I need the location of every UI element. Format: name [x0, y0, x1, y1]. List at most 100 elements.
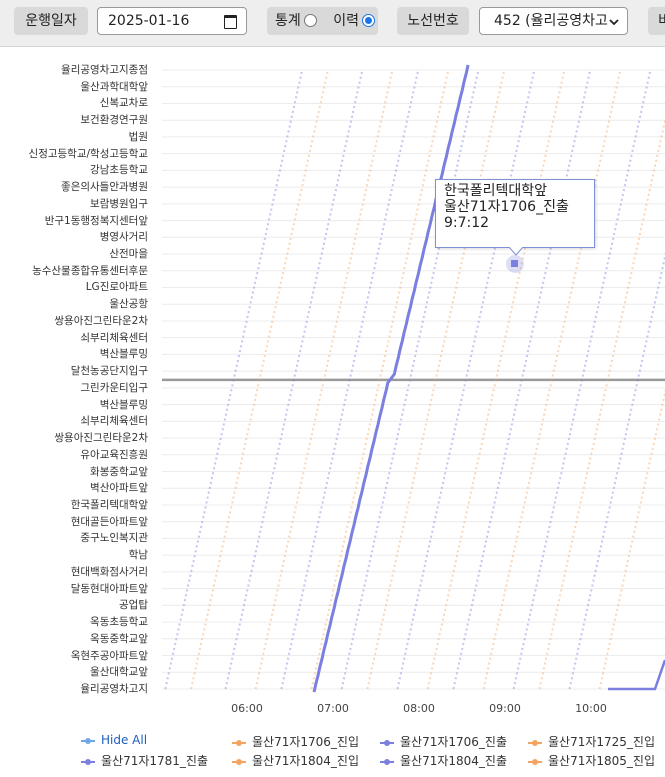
- date-input[interactable]: 2025-01-16: [97, 7, 247, 35]
- legend-label: 울산71자1781_진출: [101, 754, 209, 768]
- legend-swatch: [528, 739, 542, 746]
- history-radio[interactable]: [361, 13, 375, 27]
- background-trip-line: [280, 69, 420, 690]
- route-label: 노선번호: [397, 7, 469, 35]
- y-tick-label: 쌍용아진그린타운2차: [54, 432, 148, 445]
- legend-swatch: [81, 758, 95, 765]
- y-tick-label: 벽산아파트앞: [90, 482, 148, 495]
- tooltip-stop: 한국폴리텍대학앞: [444, 183, 548, 199]
- y-tick-label: 옥동초등학교: [90, 616, 148, 629]
- background-trips: [164, 69, 665, 690]
- y-tick-label: 강남초등학교: [90, 164, 148, 177]
- legend-label: 울산71자1706_진입: [252, 735, 360, 749]
- background-trip-line: [254, 69, 394, 690]
- legend-item[interactable]: 울산71자1706_진입: [232, 733, 359, 750]
- y-tick-label: 중구노인복지관: [80, 532, 148, 545]
- y-tick-label: 화봉중학교앞: [90, 465, 148, 478]
- background-trip-line: [512, 69, 652, 690]
- y-tick-label: 보건환경연구원: [80, 114, 148, 127]
- y-tick-label: 법원: [128, 130, 148, 143]
- y-tick-label: 현대백화점사거리: [70, 565, 148, 578]
- stat-radio[interactable]: [303, 13, 317, 27]
- legend-swatch: [232, 739, 246, 746]
- y-tick-label: 학남: [128, 549, 148, 562]
- stat-label: 통계: [275, 13, 301, 29]
- legend-swatch: [232, 758, 246, 765]
- y-tick-label: 벽산블루밍: [99, 398, 148, 411]
- x-tick-label: 08:00: [403, 702, 435, 715]
- y-tick-label: 울산공항: [109, 298, 148, 311]
- extra-button[interactable]: 비: [648, 7, 665, 35]
- legend-item[interactable]: 울산71자1805_진입: [528, 752, 655, 769]
- y-tick-label: LG진로아파트: [85, 281, 148, 294]
- y-tick-label: 현대골든아파트앞: [70, 515, 148, 528]
- legend-label: 울산71자1706_진출: [400, 735, 508, 749]
- legend-label: 울산71자1725_진입: [548, 735, 656, 749]
- background-trip-line: [568, 252, 665, 690]
- legend-label: 울산71자1804_진출: [400, 754, 508, 768]
- y-tick-label: 옥현주공아파트앞: [70, 649, 148, 662]
- y-tick-label: 농수산물종합유통센터후문: [32, 264, 148, 277]
- background-trip-line: [310, 69, 450, 690]
- y-tick-label: 그린카운티입구: [80, 381, 148, 394]
- background-trip-line: [396, 69, 536, 690]
- date-value: 2025-01-16: [108, 13, 190, 29]
- background-trip-line: [538, 116, 665, 690]
- legend-hide-all-label: Hide All: [101, 733, 148, 747]
- y-tick-label: 쇠부리체육센터: [80, 415, 148, 428]
- grid-lines: [162, 69, 665, 690]
- x-tick-label: 09:00: [489, 702, 521, 715]
- background-trip-line: [366, 69, 506, 690]
- y-tick-label: 병영사거리: [99, 231, 148, 244]
- legend-swatch: [380, 739, 394, 746]
- legend-item[interactable]: 울산71자1706_진출: [380, 733, 507, 750]
- y-tick-label: 신복교차로: [99, 97, 148, 110]
- legend-item[interactable]: 울산71자1781_진출: [81, 752, 208, 769]
- legend-item[interactable]: 울산71자1725_진입: [528, 733, 655, 750]
- tooltip-pointer: [509, 247, 523, 256]
- y-tick-label: 신정고등학교/학성고등학교: [28, 147, 148, 160]
- legend-label: 울산71자1804_진입: [252, 754, 360, 768]
- chevron-down-icon: [609, 19, 619, 26]
- highlighted-trip: [312, 64, 665, 693]
- y-tick-label: 공업탑: [119, 599, 148, 612]
- y-tick-label: 울산대학교앞: [90, 666, 148, 679]
- y-tick-label: 유아교육진흥원: [80, 448, 148, 461]
- x-tick-label: 06:00: [231, 702, 263, 715]
- calendar-icon[interactable]: [224, 15, 237, 29]
- legend-item[interactable]: 울산71자1804_진입: [232, 752, 359, 769]
- y-tick-label: 옥동중학교앞: [90, 632, 148, 645]
- y-tick-label: 달동현대아파트앞: [70, 582, 148, 595]
- background-trip-line: [482, 69, 622, 690]
- y-tick-label: 율리공영차고지종점: [61, 64, 148, 76]
- hover-marker: [506, 255, 524, 273]
- x-tick-label: 07:00: [317, 702, 349, 715]
- y-tick-label: 반구1동행정복지센터앞: [44, 214, 148, 227]
- chart-tooltip: 한국폴리텍대학앞 울산71자1706_진출 9:7:12: [435, 179, 595, 256]
- y-tick-label: 울산과학대학앞: [80, 80, 148, 93]
- background-trip-line: [224, 69, 364, 690]
- route-value: 452 (율리공영차고: [494, 13, 608, 29]
- y-tick-label: 좋은의사들안과병원: [61, 181, 148, 194]
- y-tick-label: 산전마을: [109, 248, 148, 261]
- legend-swatch: [380, 758, 394, 765]
- legend-hide-all-swatch: [81, 737, 95, 744]
- y-tick-label: 쌍용아진그린타운2차: [54, 314, 148, 327]
- legend-label: 울산71자1805_진입: [548, 754, 656, 768]
- route-select[interactable]: 452 (율리공영차고: [479, 7, 628, 35]
- history-label: 이력: [333, 13, 359, 29]
- filter-toolbar: 운행일자 2025-01-16 통계 이력 노선번호 452 (율리공영차고 비: [0, 0, 665, 47]
- background-trip-line: [340, 69, 480, 690]
- series-line-1706-out: [312, 64, 470, 693]
- date-label: 운행일자: [14, 7, 88, 35]
- tooltip-time: 9:7:12: [444, 215, 490, 231]
- background-trip-line: [426, 69, 566, 690]
- legend-hide-all[interactable]: Hide All: [81, 733, 147, 747]
- x-tick-label: 10:00: [575, 702, 607, 715]
- legend-item[interactable]: 울산71자1804_진출: [380, 752, 507, 769]
- tooltip-series: 울산71자1706_진출: [444, 199, 569, 215]
- y-tick-label: 벽산블루밍: [99, 348, 148, 361]
- hover-point: [511, 260, 518, 267]
- y-tick-label: 율리공영차고지: [80, 683, 148, 695]
